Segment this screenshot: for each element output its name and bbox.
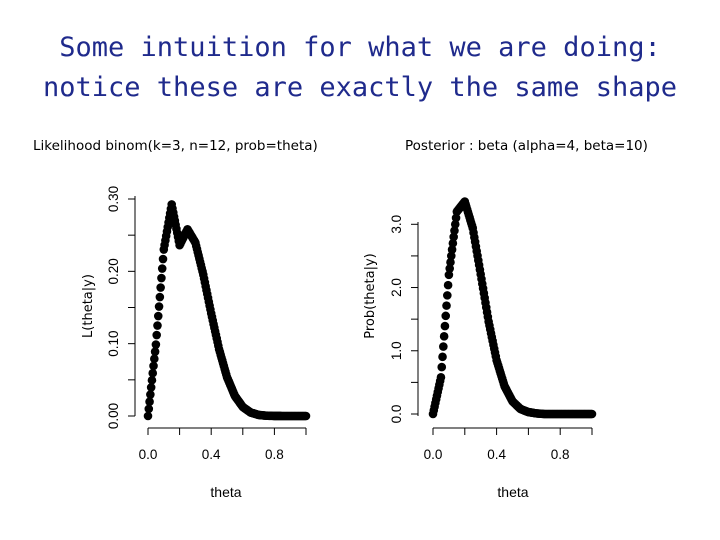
posterior-curve-point	[437, 362, 447, 372]
posterior-curve-point	[442, 301, 451, 310]
likelihood-curve-point	[150, 354, 159, 364]
posterior-curve-point	[451, 213, 461, 223]
likelihood-y-tick-label: 0.20	[106, 258, 121, 284]
likelihood-curve-point	[146, 383, 156, 392]
posterior-chart: 0.0 1.0 2.0 3.0 0.0 0.4 0.8 theta Prob(theta|…	[363, 197, 597, 500]
posterior-x-tick-label: 0.0	[424, 447, 443, 462]
likelihood-chart: 0.00 0.10 0.20 0.30 0.0 0.4 0.8 theta L(theta…	[81, 186, 311, 500]
likelihood-y-axis-title: L(theta|y)	[81, 274, 96, 338]
posterior-curve-point	[443, 291, 452, 300]
likelihood-curve-point	[146, 390, 155, 399]
posterior-data-point	[436, 373, 446, 382]
likelihood-x-tick-label: 0.0	[139, 447, 158, 462]
posterior-points	[428, 197, 597, 419]
posterior-curve-point	[449, 232, 458, 242]
posterior-curve-point	[440, 321, 450, 331]
posterior-data-point	[444, 270, 454, 280]
likelihood-curve-point	[155, 292, 165, 302]
posterior-x-tick-label: 0.4	[487, 447, 506, 462]
likelihood-x-tick-label: 0.8	[265, 447, 284, 462]
posterior-x-tick-label: 0.8	[551, 447, 570, 462]
likelihood-data-point	[301, 411, 311, 421]
likelihood-y-tick-label: 0.00	[106, 403, 121, 429]
posterior-y-tick-label: 0.0	[389, 405, 404, 424]
posterior-curve-point	[446, 257, 455, 267]
likelihood-curve-point	[158, 254, 168, 264]
posterior-chart-title: Posterior : beta (alpha=4, beta=10)	[405, 138, 648, 154]
posterior-curve-point	[439, 332, 449, 341]
likelihood-x-tick-label: 0.4	[202, 447, 221, 462]
likelihood-curve-point	[153, 321, 162, 330]
likelihood-y-tick-label: 0.10	[106, 331, 121, 357]
posterior-y-tick-label: 1.0	[389, 341, 404, 360]
likelihood-curve-point	[157, 264, 167, 273]
posterior-curve-point	[438, 352, 447, 362]
posterior-curve-point	[446, 251, 456, 261]
posterior-curve-point	[450, 219, 460, 229]
likelihood-y-tick-label: 0.30	[106, 186, 121, 212]
likelihood-curve-point	[154, 302, 164, 311]
likelihood-curve-point	[149, 361, 158, 371]
likelihood-curve-point	[157, 273, 166, 283]
posterior-curve-point	[443, 280, 453, 290]
posterior-curve-point	[450, 226, 459, 235]
posterior-curve-point	[447, 245, 457, 254]
posterior-x-axis-title: theta	[497, 484, 528, 500]
posterior-curve-point	[445, 264, 454, 273]
slide-title-line-2: notice these are exactly the same shape	[43, 72, 677, 103]
posterior-y-axis-title: Prob(theta|y)	[363, 253, 378, 339]
slide-title-line-1: Some intuition for what we are doing:	[59, 32, 661, 63]
posterior-curve-point	[448, 238, 458, 248]
likelihood-chart-title: Likelihood binom(k=3, n=12, prob=theta)	[33, 138, 318, 154]
likelihood-points	[143, 200, 311, 421]
likelihood-curve-point	[148, 368, 158, 378]
likelihood-curve-point	[145, 397, 154, 407]
likelihood-curve-point	[147, 375, 157, 385]
likelihood-curve-point	[150, 347, 160, 356]
posterior-curve-point	[439, 342, 448, 351]
likelihood-x-axis-title: theta	[210, 484, 241, 500]
likelihood-data-point	[151, 340, 161, 349]
posterior-y-tick-label: 2.0	[389, 278, 404, 297]
posterior-data-point	[587, 409, 597, 419]
likelihood-data-point	[143, 411, 153, 421]
posterior-curve-point	[441, 311, 451, 321]
likelihood-curve-point	[144, 404, 154, 414]
likelihood-curve-point	[156, 283, 165, 292]
likelihood-curve-point	[152, 330, 161, 340]
posterior-y-tick-label: 3.0	[389, 215, 404, 234]
likelihood-curve-point	[153, 311, 163, 321]
